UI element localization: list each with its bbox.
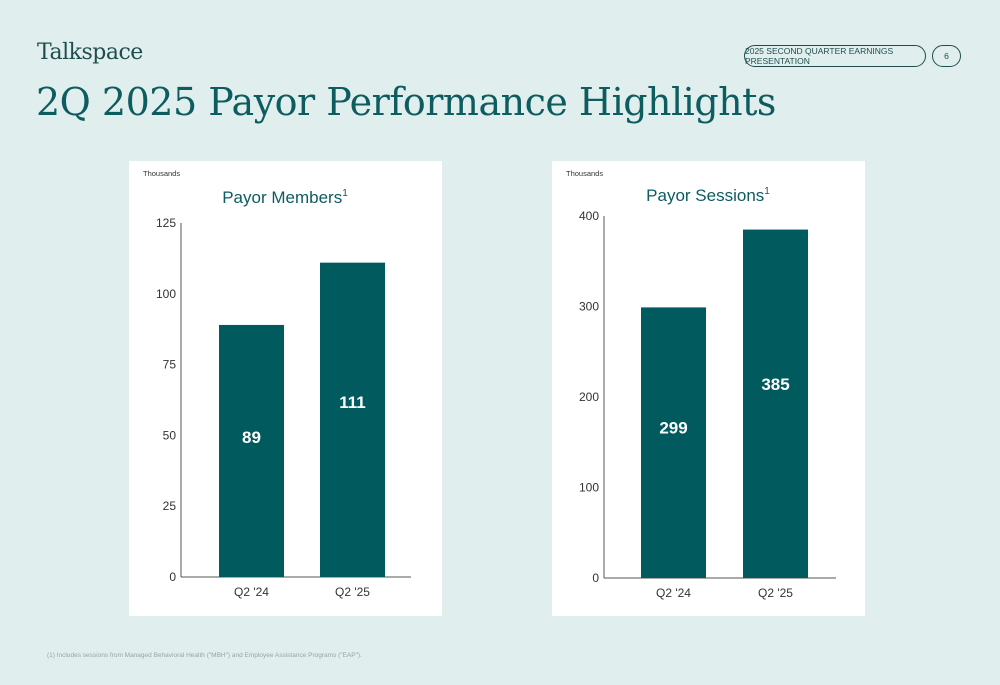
bar-data-label: 111 (339, 393, 366, 412)
y-tick-label: 200 (579, 390, 599, 404)
bar-data-label: 385 (761, 375, 789, 394)
x-tick-label: Q2 '25 (335, 585, 370, 599)
unit-label: Thousands (566, 169, 603, 178)
bar-data-label: 299 (659, 418, 687, 437)
chart-title-superscript: 1 (764, 186, 770, 197)
x-tick-label: Q2 '24 (656, 586, 691, 600)
y-tick-label: 125 (156, 216, 176, 230)
presentation-label-badge: 2025 SECOND QUARTER EARNINGS PRESENTATIO… (744, 45, 926, 67)
bar (320, 262, 385, 577)
y-tick-label: 300 (579, 300, 599, 314)
bar-data-label: 89 (242, 428, 261, 447)
unit-label: Thousands (143, 169, 180, 178)
y-tick-label: 50 (163, 428, 177, 442)
y-tick-label: 25 (163, 499, 177, 513)
payor-sessions-chart: Thousands Payor Sessions1 0 100 200 300 400 299… (566, 169, 836, 600)
y-tick-label: 75 (163, 358, 177, 372)
y-tick-label: 0 (592, 571, 599, 585)
chart-title-text: Payor Members (222, 188, 342, 207)
y-tick-label: 100 (156, 287, 176, 301)
chart-title-superscript: 1 (342, 188, 348, 199)
footnote: (1) Includes sessions from Managed Behav… (47, 652, 362, 659)
y-tick-label: 0 (169, 570, 176, 584)
chart-title: Payor Members1 (222, 188, 348, 207)
talkspace-logo: Talkspace (37, 40, 143, 65)
x-tick-label: Q2 '24 (234, 585, 269, 599)
page-number-badge: 6 (932, 45, 961, 67)
chart-title-text: Payor Sessions (646, 186, 764, 205)
page-title: 2Q 2025 Payor Performance Highlights (36, 80, 776, 124)
y-tick-label: 100 (579, 481, 599, 495)
bar (743, 229, 808, 578)
payor-members-card: Thousands Payor Members1 0 25 50 75 100 125 89 Q2… (129, 161, 442, 616)
bar (641, 307, 706, 578)
payor-sessions-card: Thousands Payor Sessions1 0 100 200 300 400 299… (552, 161, 865, 616)
x-tick-label: Q2 '25 (758, 586, 793, 600)
y-tick-label: 400 (579, 209, 599, 223)
chart-title: Payor Sessions1 (646, 186, 770, 205)
payor-members-chart: Thousands Payor Members1 0 25 50 75 100 125 89 Q2… (143, 169, 411, 599)
bar (219, 324, 284, 577)
